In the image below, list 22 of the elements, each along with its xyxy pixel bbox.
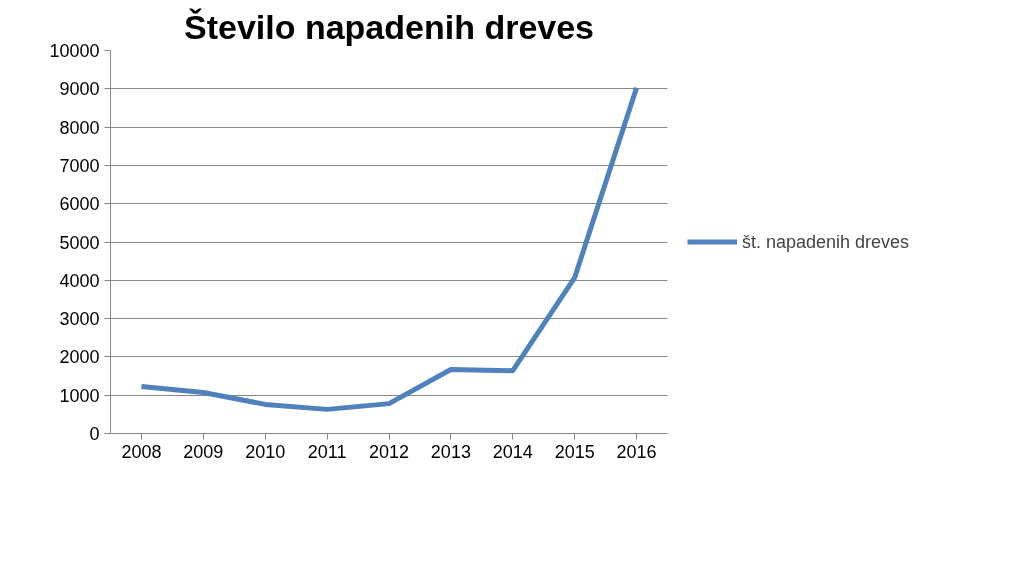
y-tick-label: 2000 [59,347,100,368]
y-tick-label: 4000 [59,270,100,291]
y-tick-label: 3000 [59,309,100,330]
y-tick-label: 1000 [59,385,100,406]
y-tick-label: 7000 [59,155,100,176]
x-tick-label: 2015 [554,441,595,462]
y-tick-label: 0 [89,424,100,444]
x-tick-label: 2011 [307,441,347,462]
x-tick-label: 2010 [245,441,286,462]
x-tick-label: 2009 [183,441,224,462]
x-tick-label: 2016 [616,441,657,462]
y-tick-label: 6000 [59,194,100,215]
y-tick-label: 5000 [59,232,100,253]
x-tick-label: 2012 [368,441,410,462]
y-tick-label: 9000 [59,79,100,100]
y-tick-label: 8000 [59,117,100,138]
legend-label: št. napadenih dreves [742,231,910,252]
x-tick-label: 2013 [430,441,471,462]
y-tick-label: 10000 [49,41,100,61]
x-tick-label: 2014 [492,441,533,462]
x-tick-label: 2008 [121,441,162,462]
chart-title: Število napadenih dreves [183,7,595,46]
